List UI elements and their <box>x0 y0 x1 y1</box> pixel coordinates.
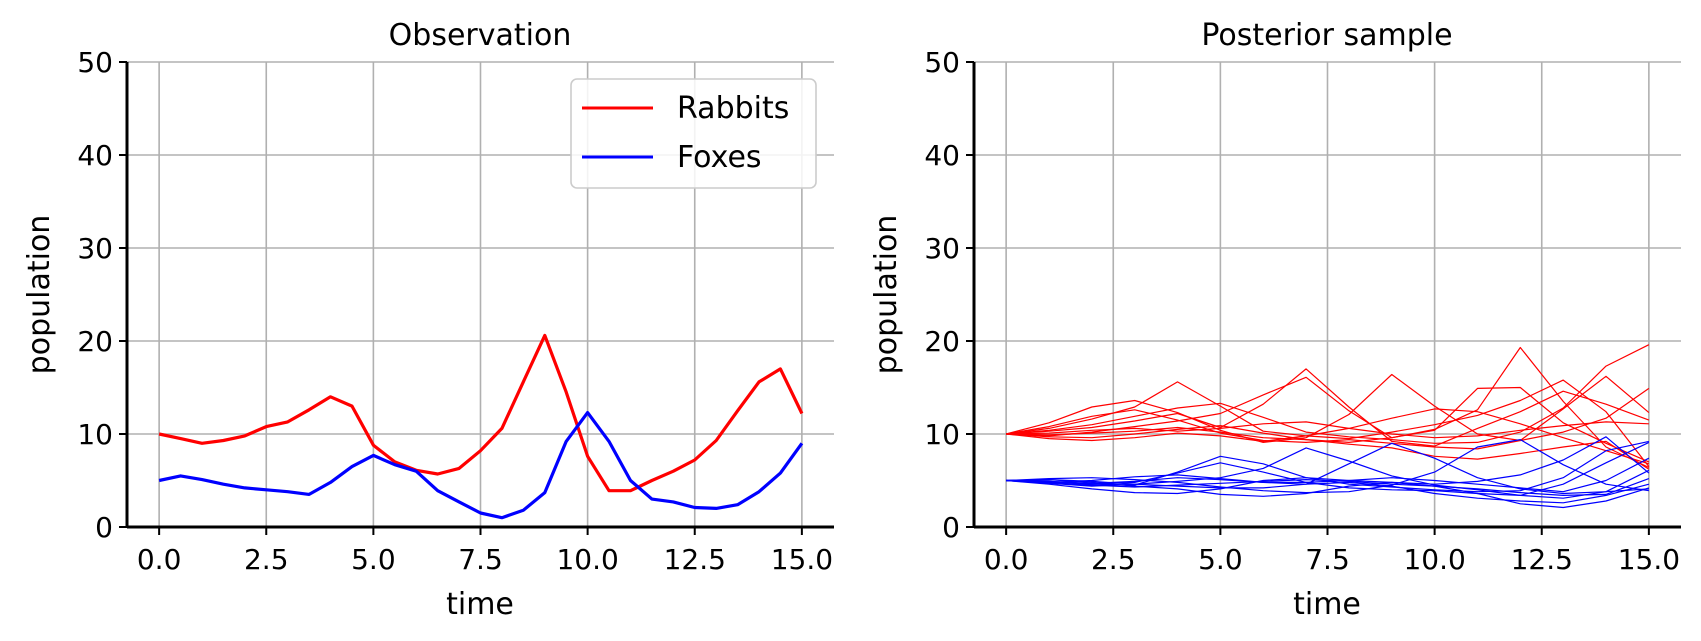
posterior-x-label: time <box>1293 587 1361 622</box>
observation-y-tick-label: 10 <box>77 418 113 451</box>
observation-lines <box>158 333 804 520</box>
observation-x-label: time <box>446 587 514 622</box>
posterior-rabbit-sample-line <box>1006 426 1650 470</box>
posterior-y-tick-label: 20 <box>924 325 960 358</box>
posterior-rabbit-sample-line <box>1005 375 1650 450</box>
posterior-fox-sample-line <box>1006 441 1650 496</box>
posterior-fox-sample-line <box>1006 436 1650 495</box>
observation-legend: Rabbits Foxes <box>570 78 817 189</box>
posterior-x-tick-label: 7.5 <box>1305 543 1350 576</box>
posterior-y-label: population <box>869 215 904 375</box>
posterior-fox-sample-line <box>1006 479 1650 509</box>
posterior-panel: 0.0 2.5 5.0 7.5 10.0 12.5 15.0 0 10 20 30 40 50 Post… <box>869 18 1681 622</box>
observation-y-tick-label: 20 <box>77 325 113 358</box>
observation-y-tick-label: 50 <box>77 46 113 79</box>
posterior-lines <box>1005 344 1650 509</box>
posterior-ticks: 0.0 2.5 5.0 7.5 10.0 12.5 15.0 0 10 20 30 40 50 <box>924 46 1680 576</box>
posterior-y-tick-label: 10 <box>924 418 960 451</box>
posterior-rabbit-sample-line <box>1005 373 1650 443</box>
observation-x-tick-label: 12.5 <box>664 543 726 576</box>
posterior-rabbit-sample-line <box>1006 344 1650 444</box>
observation-panel: 0.0 2.5 5.0 7.5 10.0 12.5 15.0 0 10 20 30 40 50 Obse… <box>22 18 834 622</box>
observation-y-tick-label: 0 <box>95 511 113 544</box>
posterior-y-tick-label: 50 <box>924 46 960 79</box>
observation-x-tick-label: 15.0 <box>771 543 833 576</box>
observation-x-tick-label: 2.5 <box>244 543 289 576</box>
posterior-y-tick-label: 0 <box>942 511 960 544</box>
posterior-grid <box>974 61 1681 528</box>
posterior-x-tick-label: 15.0 <box>1618 543 1680 576</box>
posterior-rabbit-sample-line <box>1006 368 1650 447</box>
observation-x-tick-label: 5.0 <box>351 543 396 576</box>
posterior-y-tick-label: 40 <box>924 139 960 172</box>
observation-x-tick-label: 0.0 <box>137 543 182 576</box>
legend-frame <box>570 78 817 189</box>
observation-ticks: 0.0 2.5 5.0 7.5 10.0 12.5 15.0 0 10 20 30 40 50 <box>77 46 833 576</box>
posterior-title: Posterior sample <box>1201 18 1452 53</box>
posterior-fox-sample-line <box>1006 474 1650 504</box>
observation-y-tick-label: 40 <box>77 139 113 172</box>
observation-series-foxes <box>158 411 804 520</box>
posterior-x-tick-label: 2.5 <box>1091 543 1136 576</box>
posterior-x-tick-label: 12.5 <box>1511 543 1573 576</box>
legend-label-rabbits: Rabbits <box>677 91 789 126</box>
posterior-rabbit-sample-line <box>1006 421 1649 439</box>
posterior-x-tick-label: 5.0 <box>1198 543 1243 576</box>
observation-y-label: population <box>22 215 57 375</box>
posterior-y-tick-label: 30 <box>924 232 960 265</box>
observation-title: Observation <box>389 18 572 53</box>
observation-series-rabbits <box>158 333 804 493</box>
posterior-fox-sample-line <box>1006 478 1650 496</box>
legend-label-foxes: Foxes <box>677 140 762 175</box>
posterior-fox-sample-line <box>1006 447 1650 499</box>
posterior-x-tick-label: 10.0 <box>1403 543 1465 576</box>
posterior-x-tick-label: 0.0 <box>984 543 1029 576</box>
observation-x-tick-label: 10.0 <box>556 543 618 576</box>
posterior-rabbit-sample-line <box>1006 408 1650 465</box>
observation-x-tick-label: 7.5 <box>458 543 503 576</box>
observation-y-tick-label: 30 <box>77 232 113 265</box>
